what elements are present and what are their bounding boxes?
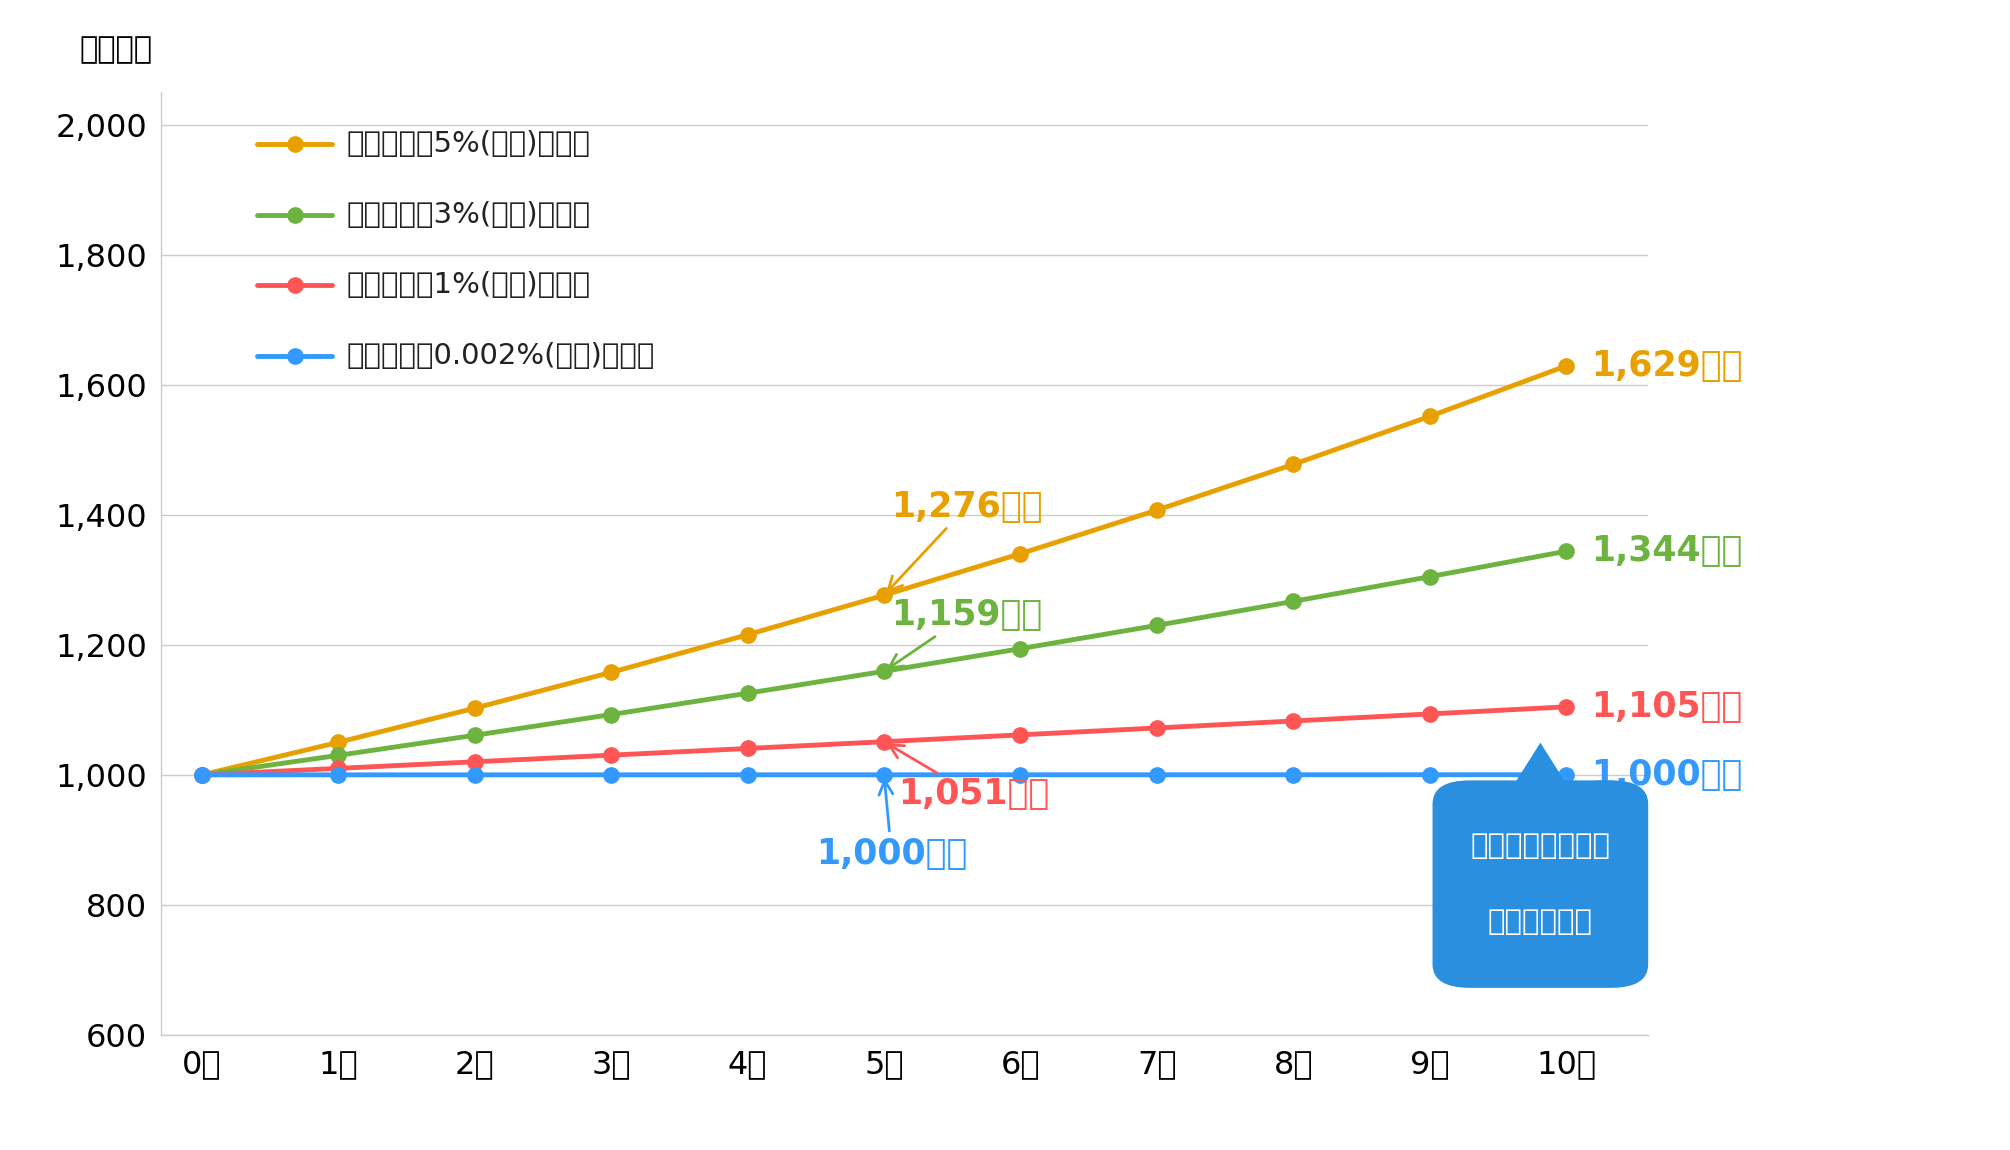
Text: 1,105万円: 1,105万円 [1590,690,1743,723]
Text: 1,000万円: 1,000万円 [816,781,967,871]
Text: 得られる金額: 得られる金額 [1487,907,1592,936]
Text: 現在の金利水準で: 現在の金利水準で [1471,833,1610,860]
Text: 運用利回り5%(年率)で運用: 運用利回り5%(年率)で運用 [346,130,591,158]
Text: 1,159万円: 1,159万円 [888,598,1041,668]
Text: 1,276万円: 1,276万円 [888,490,1043,591]
Text: 1,629万円: 1,629万円 [1590,348,1743,383]
Text: 運用利回り0.002%(年率)で運用: 運用利回り0.002%(年率)で運用 [346,342,655,370]
Text: 1,344万円: 1,344万円 [1590,535,1743,568]
Text: 1,000万円: 1,000万円 [1590,758,1743,791]
Text: 運用利回り1%(年率)で運用: 運用利回り1%(年率)で運用 [346,271,591,299]
Polygon shape [1514,743,1568,785]
FancyBboxPatch shape [1433,781,1648,988]
Text: （万円）: （万円） [78,34,153,63]
Text: 1,051万円: 1,051万円 [888,745,1049,812]
Text: 運用利回り3%(年率)で運用: 運用利回り3%(年率)で運用 [346,200,591,229]
